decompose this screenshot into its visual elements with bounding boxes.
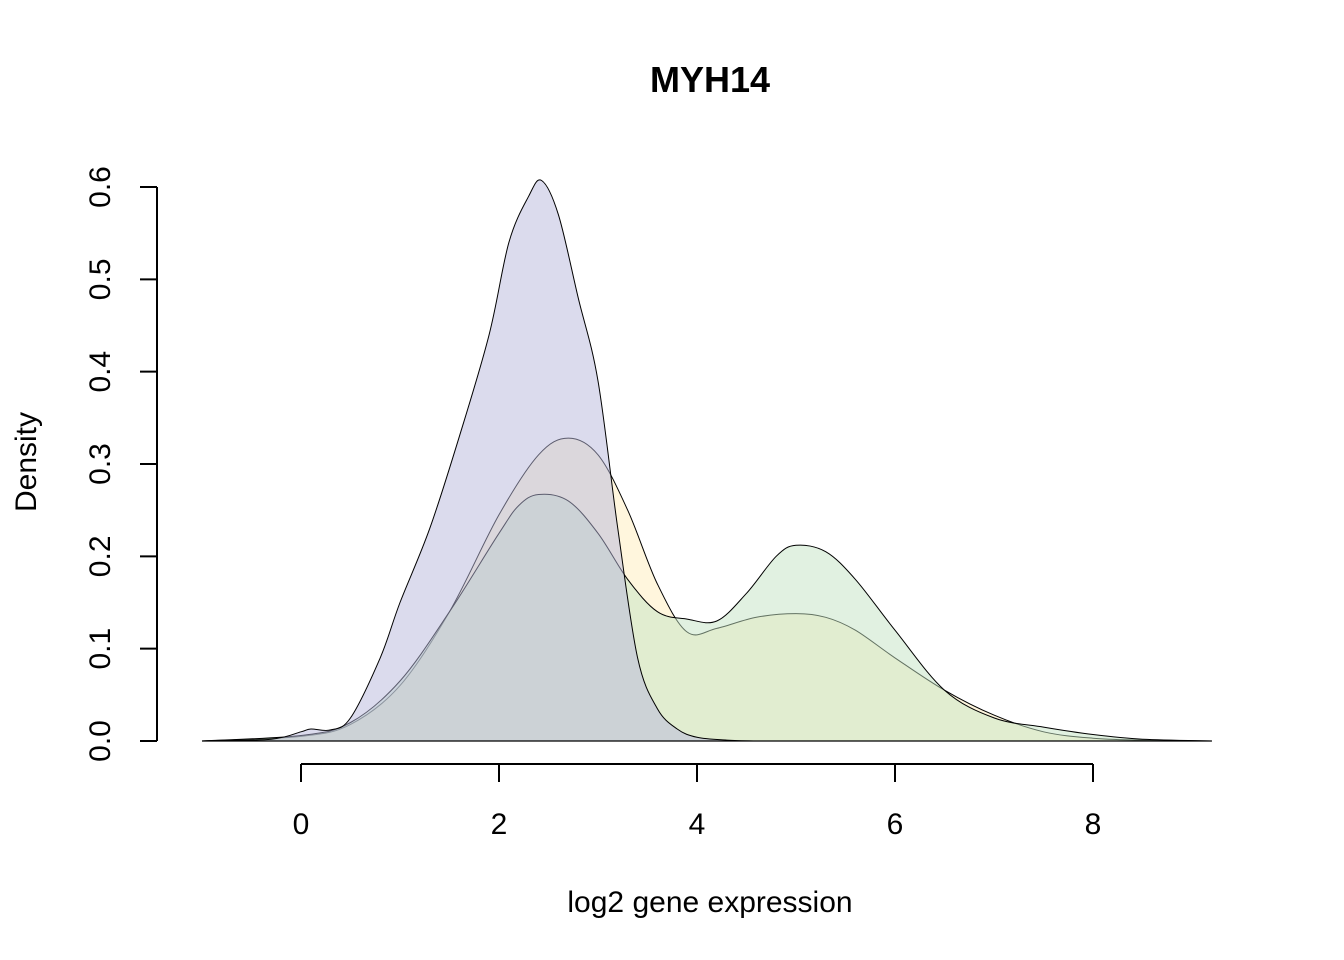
x-axis-label: log2 gene expression — [567, 886, 852, 919]
y-tick-label: 0.4 — [84, 351, 117, 393]
y-tick-label: 0.3 — [84, 443, 117, 485]
chart-title: MYH14 — [650, 59, 770, 100]
y-tick-label: 0.2 — [84, 535, 117, 577]
y-tick-label: 0.5 — [84, 258, 117, 300]
x-tick-label: 2 — [491, 808, 508, 841]
y-tick-label: 0.0 — [84, 720, 117, 762]
density-area-2 — [201, 493, 1212, 742]
x-tick-label: 0 — [293, 808, 310, 841]
y-tick-label: 0.1 — [84, 628, 117, 670]
x-tick-label: 8 — [1085, 808, 1102, 841]
y-tick-label: 0.6 — [84, 166, 117, 208]
y-axis-label: Density — [10, 412, 43, 512]
x-tick-label: 6 — [887, 808, 904, 841]
x-axis: 0 2 4 6 8 — [293, 763, 1102, 841]
density-area-3 — [201, 179, 796, 742]
x-tick-label: 4 — [689, 808, 706, 841]
density-areas — [201, 179, 1212, 742]
y-axis: 0.0 0.1 0.2 0.3 0.4 0.5 0.6 — [84, 166, 158, 762]
